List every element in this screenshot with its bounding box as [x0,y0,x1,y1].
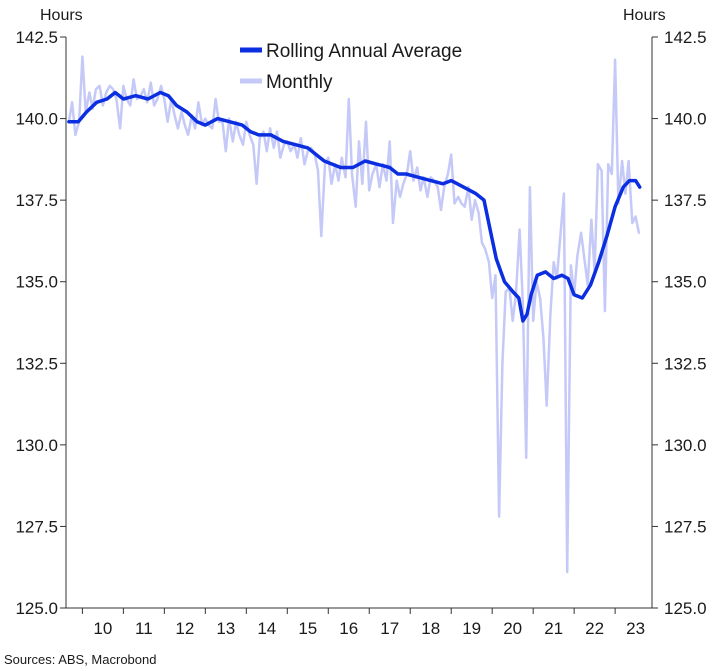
x-tick-label: 16 [339,619,358,638]
x-tick-label: 18 [421,619,440,638]
legend-label-monthly: Monthly [266,72,333,93]
plot-area [67,55,642,574]
y-tick-label-left: 130.0 [15,436,58,455]
legend-label-rolling-annual-average: Rolling Annual Average [266,41,462,62]
y-tick-label-left: 132.5 [15,354,58,373]
y-tick-label-right: 127.5 [664,517,707,536]
series-line-rolling-annual-average [67,90,642,323]
x-tick-label: 11 [135,619,153,638]
y-tick-label-left: 135.0 [15,273,58,292]
series-line-monthly [67,55,641,574]
x-tick-label: 13 [216,619,235,638]
right-axis-unit-label: Hours [623,7,666,24]
x-tick-label: 10 [93,619,112,638]
source-note: Sources: ABS, Macrobond [4,652,156,667]
x-tick-label: 17 [380,619,399,638]
left-y-axis: 125.0 127.5 130.0 132.5 135.0 137.5 140.0 142.5 [15,28,67,618]
x-tick-label: 20 [503,619,522,638]
x-tick-label: 21 [544,619,563,638]
x-tick-label: 14 [257,619,276,638]
y-tick-label-left: 125.0 [15,599,58,618]
x-tick-label: 22 [585,619,604,638]
x-axis: 10 11 12 13 14 15 16 17 18 19 20 21 22 23 [66,607,652,638]
y-tick-label-right: 142.5 [664,28,707,47]
y-tick-label-left: 142.5 [15,28,58,47]
x-tick-label: 12 [175,619,194,638]
x-tick-label: 19 [462,619,481,638]
x-tick-label: 15 [298,619,317,638]
y-tick-label-right: 125.0 [664,599,707,618]
left-axis-unit-label: Hours [40,7,83,24]
y-tick-label-left: 140.0 [15,110,58,129]
y-tick-label-right: 140.0 [664,110,707,129]
y-tick-label-right: 135.0 [664,273,707,292]
y-tick-label-right: 137.5 [664,191,707,210]
y-tick-label-right: 130.0 [664,436,707,455]
x-tick-label: 23 [626,619,645,638]
y-tick-label-left: 127.5 [15,517,58,536]
right-y-axis: 125.0 127.5 130.0 132.5 135.0 137.5 140.0 142.5 [651,28,707,618]
legend: Rolling Annual Average Monthly [240,41,462,93]
y-tick-label-right: 132.5 [664,354,707,373]
y-tick-label-left: 137.5 [15,191,58,210]
